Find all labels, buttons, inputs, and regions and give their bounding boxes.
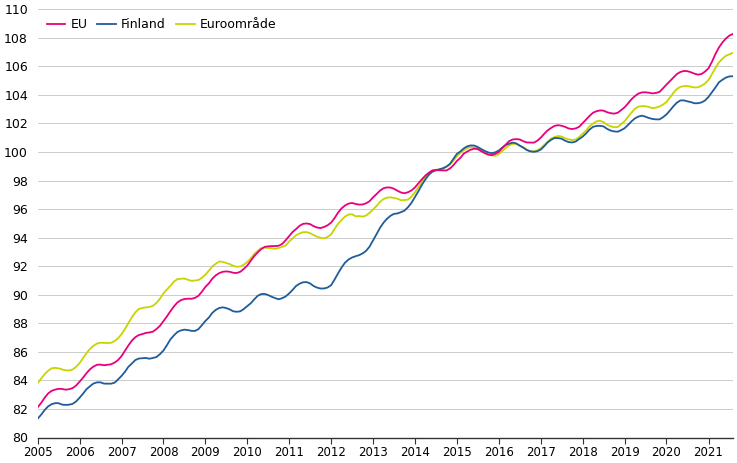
Line: Finland: Finland	[38, 76, 733, 419]
Legend: EU, Finland, Euroområde: EU, Finland, Euroområde	[44, 15, 279, 33]
Line: Euroområde: Euroområde	[38, 53, 733, 383]
Line: EU: EU	[38, 34, 733, 407]
